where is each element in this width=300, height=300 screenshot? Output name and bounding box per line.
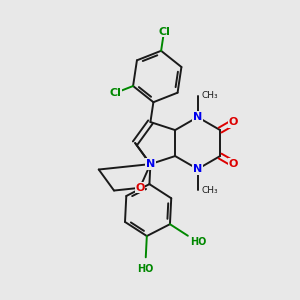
Text: HO: HO — [137, 264, 153, 274]
Text: O: O — [229, 117, 238, 127]
Text: Cl: Cl — [109, 88, 121, 98]
Text: N: N — [146, 159, 155, 169]
Text: HO: HO — [137, 264, 153, 274]
Text: O: O — [229, 159, 238, 169]
Text: CH₃: CH₃ — [202, 186, 219, 195]
Text: N: N — [193, 164, 202, 174]
Text: HO: HO — [190, 237, 206, 247]
Text: Cl: Cl — [158, 27, 170, 37]
Text: O: O — [135, 183, 145, 193]
Text: HO: HO — [190, 237, 206, 247]
Text: N: N — [193, 112, 202, 122]
Text: CH₃: CH₃ — [202, 91, 219, 100]
